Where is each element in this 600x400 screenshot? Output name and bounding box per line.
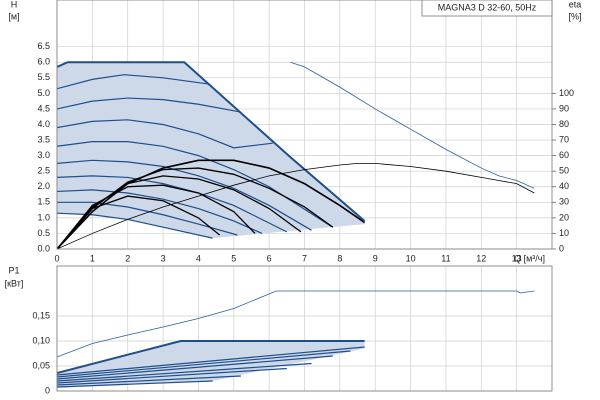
- plot-frame: [56, 0, 553, 250]
- y2-tick-label: 30: [559, 197, 569, 207]
- y-tick-label: 6.0: [37, 57, 50, 67]
- y2-tick-label: 60: [559, 150, 569, 160]
- y2-tick-label: 70: [559, 134, 569, 144]
- y2-tick-label: 20: [559, 212, 569, 222]
- x-tick-label: 0: [54, 253, 59, 263]
- curve: [57, 175, 288, 233]
- y-tick-label: 0,10: [32, 335, 50, 345]
- x-tick-label: 12: [476, 253, 486, 263]
- y-unit: [м]: [8, 11, 19, 21]
- x-tick-label: 5: [231, 253, 236, 263]
- curve: [57, 163, 535, 249]
- curve: [57, 159, 312, 231]
- y-tick-label: 5.0: [37, 88, 50, 98]
- plot-frame: [56, 265, 553, 392]
- y2-tick-label: 100: [559, 88, 574, 98]
- x-tick-label: 9: [373, 253, 378, 263]
- y2-tick-label: 90: [559, 103, 569, 113]
- curve: [57, 61, 366, 222]
- curve: [57, 201, 238, 236]
- curve: [57, 159, 366, 249]
- x-tick-label: 7: [302, 253, 307, 263]
- y-tick-label: 1.0: [37, 212, 50, 222]
- y-tick-label: 0.5: [37, 228, 50, 238]
- y2-label: eta: [569, 0, 582, 9]
- curve: [57, 362, 312, 382]
- x-tick-label: 6: [267, 253, 272, 263]
- y2-tick-label: 80: [559, 119, 569, 129]
- curve: [57, 346, 365, 376]
- x-tick-label: 4: [196, 253, 201, 263]
- y-tick-label: 3.0: [37, 150, 50, 160]
- y-tick-label: 0,05: [32, 360, 50, 370]
- curve: [57, 367, 287, 384]
- y-label: P1: [8, 265, 19, 275]
- y-tick-label: 1.5: [37, 197, 50, 207]
- curve: [57, 355, 333, 380]
- curve: [57, 74, 210, 90]
- x-tick-label: 11: [441, 253, 450, 263]
- x-label: Q [м³/ч]: [514, 253, 545, 263]
- curve: [57, 375, 241, 386]
- legend-box: [421, 0, 553, 17]
- curve: [57, 350, 351, 378]
- y-tick-label: 0.0: [37, 243, 50, 253]
- x-tick-label: 8: [337, 253, 342, 263]
- curve: [57, 141, 334, 228]
- curve: [290, 61, 535, 189]
- y-tick-label: 4.5: [37, 103, 50, 113]
- y-tick-label: 3.5: [37, 134, 50, 144]
- x-tick-label: 13: [512, 253, 522, 263]
- y-tick-label: 0: [45, 385, 50, 395]
- curve: [57, 290, 535, 358]
- curve: [57, 195, 221, 249]
- curve: [57, 97, 241, 113]
- curve: [57, 380, 213, 388]
- x-tick-label: 3: [161, 253, 166, 263]
- y-unit: [кВт]: [5, 278, 24, 288]
- curve: [57, 189, 263, 234]
- y-tick-label: 2.5: [37, 166, 50, 176]
- curve: [57, 119, 273, 149]
- x-tick-label: 10: [406, 253, 416, 263]
- y-tick-label: 0,15: [32, 310, 50, 320]
- y2-tick-label: 50: [559, 166, 569, 176]
- y-tick-label: 4.0: [37, 119, 50, 129]
- curve: [57, 175, 302, 249]
- x-tick-label: 1: [90, 253, 95, 263]
- y2-tick-label: 0: [559, 243, 564, 253]
- x-tick-label: 2: [125, 253, 130, 263]
- curve: [57, 340, 365, 374]
- y-tick-label: 6.5: [37, 41, 50, 51]
- y2-tick-label: 40: [559, 181, 569, 191]
- y-tick-label: 5.5: [37, 72, 50, 82]
- legend-text: MAGNA3 D 32-60, 50Hz: [438, 2, 537, 12]
- y2-unit: [%]: [568, 11, 581, 21]
- curve: [57, 184, 256, 249]
- y-label: H: [11, 0, 18, 9]
- y2-tick-label: 10: [559, 228, 569, 238]
- y-tick-label: 2.0: [37, 181, 50, 191]
